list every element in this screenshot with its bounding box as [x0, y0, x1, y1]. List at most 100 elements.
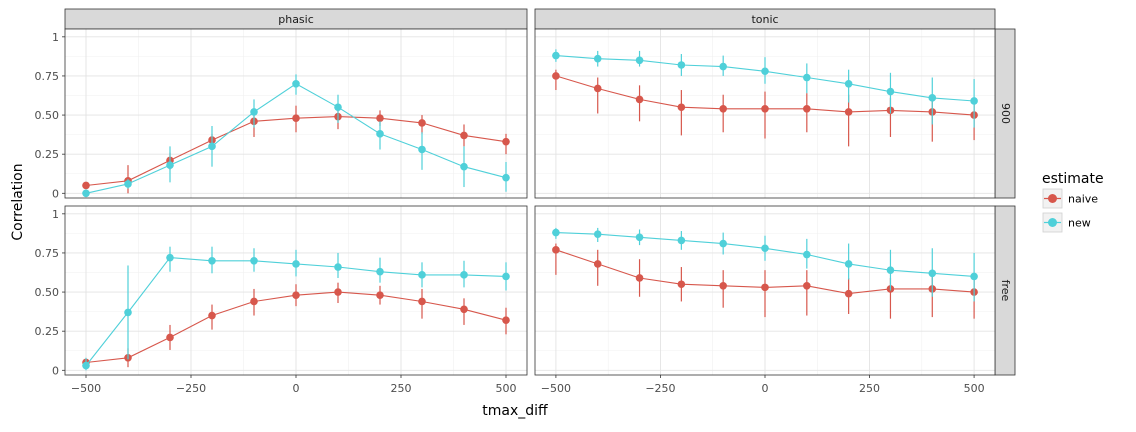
data-point [502, 272, 510, 281]
data-point [208, 256, 216, 265]
data-point [928, 269, 937, 278]
legend-title: estimate [1042, 171, 1104, 187]
y-tick-label: 1 [52, 208, 59, 221]
x-tick-label: −500 [541, 382, 571, 395]
panel-tonic-free [534, 205, 996, 376]
data-point [761, 244, 769, 253]
data-point [250, 256, 258, 265]
y-tick-label: 0.50 [35, 286, 60, 299]
data-point [552, 72, 560, 80]
data-point [886, 266, 895, 274]
y-tick-label: 0.75 [35, 70, 60, 83]
series-naive [552, 243, 978, 319]
data-point [552, 51, 560, 60]
data-point [376, 114, 384, 122]
panel-phasic-900 [64, 28, 528, 199]
data-point [677, 103, 686, 112]
data-point [502, 316, 510, 325]
data-point [719, 62, 727, 71]
data-point [635, 56, 644, 65]
x-axis-title: tmax_diff [482, 403, 548, 419]
data-point [593, 260, 602, 268]
data-point [376, 267, 384, 276]
data-point [460, 271, 468, 279]
data-point [166, 253, 174, 262]
series-new [552, 49, 978, 128]
data-point [761, 283, 769, 292]
series-new [82, 246, 510, 371]
panel-phasic-free [64, 205, 528, 376]
data-point [418, 271, 426, 279]
y-tick-label: 1 [52, 31, 59, 44]
data-point [635, 274, 644, 282]
data-point [250, 297, 258, 306]
strip-label-phasic: phasic [278, 13, 314, 26]
series-naive [552, 69, 978, 147]
legend-key-point-new [1048, 218, 1057, 227]
x-tick-label: 0 [293, 382, 300, 395]
data-point [928, 94, 937, 102]
data-point [460, 162, 468, 171]
y-tick-label: 0 [52, 364, 59, 377]
data-point [635, 233, 644, 242]
x-tick-label: 250 [859, 382, 880, 395]
x-tick-label: 0 [762, 382, 769, 395]
data-point [418, 297, 426, 306]
strip-label-free: free [999, 280, 1012, 302]
data-point [208, 311, 216, 320]
data-point [460, 131, 468, 140]
data-point [124, 308, 132, 317]
data-point [886, 87, 895, 96]
data-point [970, 272, 978, 281]
data-point [502, 137, 510, 146]
panel-border [64, 28, 528, 199]
legend: estimate naive new [1042, 171, 1104, 233]
data-point [719, 282, 727, 290]
x-tick-label: 250 [391, 382, 412, 395]
data-point [208, 142, 216, 151]
data-point [376, 291, 384, 299]
data-point [803, 73, 811, 82]
data-point [761, 105, 769, 113]
legend-key-point-naive [1048, 194, 1057, 203]
y-tick-label: 0.25 [35, 325, 60, 338]
data-point [844, 260, 853, 268]
data-point [677, 280, 686, 289]
data-point [844, 79, 853, 88]
data-point [593, 54, 602, 63]
data-point [334, 103, 342, 112]
data-point [292, 114, 300, 122]
data-point [803, 282, 811, 290]
x-tick-label: 500 [496, 382, 517, 395]
y-tick-label: 0.25 [35, 148, 60, 161]
data-point [418, 119, 426, 127]
data-point [844, 108, 853, 116]
data-point [761, 67, 769, 76]
strip-label-tonic: tonic [751, 13, 778, 26]
data-point [593, 84, 602, 93]
y-axis-title: Correlation [10, 163, 26, 240]
data-point [82, 181, 90, 190]
data-point [334, 263, 342, 271]
series-new [82, 74, 510, 198]
data-point [719, 239, 727, 248]
data-point [970, 97, 978, 105]
y-tick-label: 0 [52, 187, 59, 200]
data-point [803, 250, 811, 259]
data-point [292, 291, 300, 299]
data-point [552, 228, 560, 237]
panel-tonic-900 [534, 28, 996, 199]
x-tick-label: −250 [645, 382, 675, 395]
data-point [844, 289, 853, 298]
data-point [593, 230, 602, 238]
data-point [376, 130, 384, 138]
data-point [635, 95, 644, 104]
panel-border [534, 28, 996, 199]
data-point [552, 246, 560, 254]
data-point [334, 288, 342, 296]
data-point [719, 105, 727, 113]
data-point [677, 61, 686, 69]
data-point [292, 260, 300, 268]
data-point [292, 79, 300, 88]
